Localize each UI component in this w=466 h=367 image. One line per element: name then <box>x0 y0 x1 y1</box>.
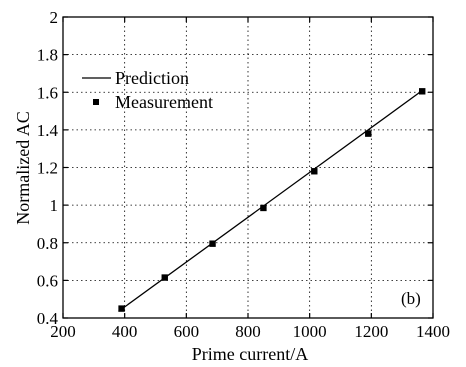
y-tick-label: 0.6 <box>37 271 58 290</box>
y-tick-label: 1 <box>50 196 59 215</box>
y-tick-label: 0.4 <box>37 309 59 328</box>
y-tick-labels: 0.4 0.6 0.8 1 1.2 1.4 1.6 1.8 2 <box>37 8 59 328</box>
x-tick-label: 400 <box>112 322 138 341</box>
axis-ticks <box>62 16 434 319</box>
x-tick-label: 1200 <box>354 322 388 341</box>
y-tick-label: 1.8 <box>37 46 58 65</box>
x-tick-labels: 200 400 600 800 1000 1200 1400 <box>50 322 450 341</box>
data-point-measurement <box>118 305 125 312</box>
x-axis-label: Prime current/A <box>192 344 308 364</box>
y-tick-label: 0.8 <box>37 234 58 253</box>
y-tick-label: 1.6 <box>37 83 58 102</box>
data-point-measurement <box>260 204 267 212</box>
legend-label-measurement: Measurement <box>115 92 213 112</box>
grid <box>63 17 433 318</box>
data-point-measurement <box>419 88 426 95</box>
y-tick-label: 1.2 <box>37 159 58 178</box>
plot-series <box>118 88 426 312</box>
y-tick-label: 2 <box>50 8 59 27</box>
data-point-measurement <box>365 130 372 137</box>
legend: Prediction Measurement <box>82 68 213 112</box>
x-tick-label: 600 <box>174 322 200 341</box>
y-tick-label: 1.4 <box>37 121 59 140</box>
x-tick-label: 800 <box>235 322 261 341</box>
legend-swatch-measurement <box>93 99 99 105</box>
y-axis-label: Normalized AC <box>13 111 33 224</box>
x-tick-label: 1000 <box>293 322 327 341</box>
data-point-measurement <box>311 168 318 175</box>
x-tick-label: 200 <box>50 322 76 341</box>
x-tick-label: 1400 <box>416 322 450 341</box>
panel-label: (b) <box>401 289 421 308</box>
series-line-prediction <box>118 88 425 312</box>
data-point-measurement <box>209 240 216 247</box>
legend-label-prediction: Prediction <box>115 68 189 88</box>
data-point-measurement <box>161 274 168 281</box>
